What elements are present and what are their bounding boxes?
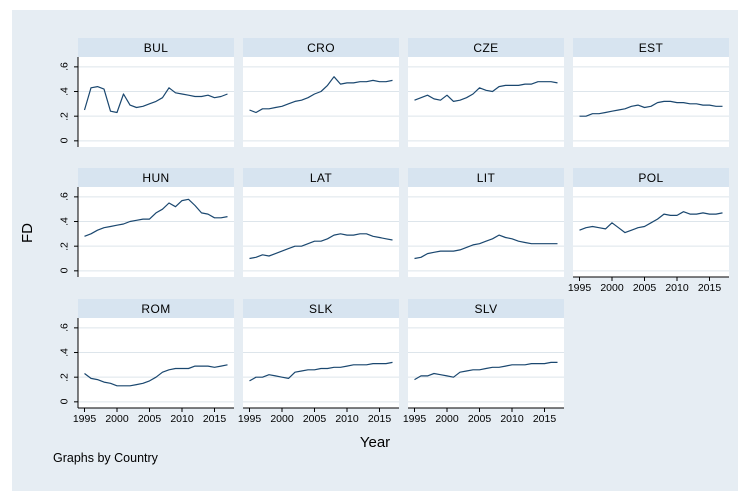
x-tick-label: 2000 bbox=[435, 413, 459, 425]
panel-plot-hun bbox=[74, 187, 234, 277]
line-chart-pol bbox=[573, 196, 729, 281]
panel-plot-lat bbox=[243, 187, 399, 277]
panel-title-lat: LAT bbox=[243, 168, 399, 187]
y-axis-title: FD bbox=[18, 223, 36, 243]
x-tick-label: 2000 bbox=[600, 282, 624, 294]
x-tick-label: 2015 bbox=[697, 282, 722, 294]
y-tick-label: .4 bbox=[58, 348, 70, 357]
line-chart-bul bbox=[74, 57, 234, 147]
x-tick-label: 2015 bbox=[367, 413, 392, 425]
x-tick-label: 2005 bbox=[137, 413, 162, 425]
line-chart-cze bbox=[408, 66, 564, 142]
line-chart-cro bbox=[243, 66, 399, 142]
panel-title-cro: CRO bbox=[243, 38, 399, 57]
x-tick-label: 2015 bbox=[532, 413, 557, 425]
panel-title-slk: SLK bbox=[243, 299, 399, 318]
panel-title-pol: POL bbox=[573, 168, 729, 187]
x-tick-label: 2000 bbox=[105, 413, 129, 425]
x-tick-label: 2005 bbox=[302, 413, 327, 425]
line-chart-est bbox=[573, 66, 729, 142]
x-tick-label: 2010 bbox=[665, 282, 689, 294]
line-chart-lat bbox=[243, 196, 399, 272]
y-tick-label: .2 bbox=[58, 241, 70, 251]
y-tick-label: 0 bbox=[58, 137, 70, 144]
panel-plot-rom bbox=[74, 318, 234, 412]
panel-plot-cro bbox=[243, 57, 399, 147]
y-tick-label: .4 bbox=[58, 87, 70, 96]
x-tick-label: 2000 bbox=[270, 413, 294, 425]
y-tick-label: 0 bbox=[58, 398, 70, 405]
panel-plot-slv bbox=[408, 318, 564, 412]
x-tick-label: 2010 bbox=[500, 413, 524, 425]
panel-title-hun: HUN bbox=[78, 168, 234, 187]
panel-title-lit: LIT bbox=[408, 168, 564, 187]
panel-title-bul: BUL bbox=[78, 38, 234, 57]
panel-title-rom: ROM bbox=[78, 299, 234, 318]
y-tick-label: 0 bbox=[58, 267, 70, 274]
x-tick-label: 2010 bbox=[170, 413, 194, 425]
y-tick-label: .6 bbox=[58, 323, 70, 333]
panel-plot-est bbox=[573, 57, 729, 147]
x-tick-label: 1995 bbox=[72, 413, 97, 425]
y-tick-label: .2 bbox=[58, 372, 70, 382]
x-tick-label: 1995 bbox=[567, 282, 592, 294]
panel-plot-slk bbox=[243, 318, 399, 412]
y-tick-label: .6 bbox=[58, 192, 70, 202]
x-tick-label: 1995 bbox=[237, 413, 262, 425]
panel-plot-pol bbox=[573, 187, 729, 281]
x-tick-label: 1995 bbox=[402, 413, 427, 425]
x-tick-label: 2015 bbox=[202, 413, 227, 425]
x-tick-label: 2010 bbox=[335, 413, 359, 425]
line-chart-slv bbox=[408, 327, 564, 412]
x-tick-label: 2005 bbox=[632, 282, 657, 294]
y-tick-label: .2 bbox=[58, 111, 70, 121]
panel-title-est: EST bbox=[573, 38, 729, 57]
panel-title-slv: SLV bbox=[408, 299, 564, 318]
x-axis-title: Year bbox=[359, 434, 391, 451]
y-tick-label: .4 bbox=[58, 217, 70, 226]
line-chart-slk bbox=[243, 327, 399, 412]
line-chart-hun bbox=[74, 187, 234, 277]
line-chart-rom bbox=[74, 318, 234, 412]
panel-title-cze: CZE bbox=[408, 38, 564, 57]
panel-plot-cze bbox=[408, 57, 564, 147]
panel-plot-bul bbox=[74, 57, 234, 147]
line-chart-lit bbox=[408, 196, 564, 272]
y-tick-label: .6 bbox=[58, 62, 70, 72]
x-tick-label: 2005 bbox=[467, 413, 492, 425]
by-note: Graphs by Country bbox=[53, 451, 158, 465]
panel-plot-lit bbox=[408, 187, 564, 277]
